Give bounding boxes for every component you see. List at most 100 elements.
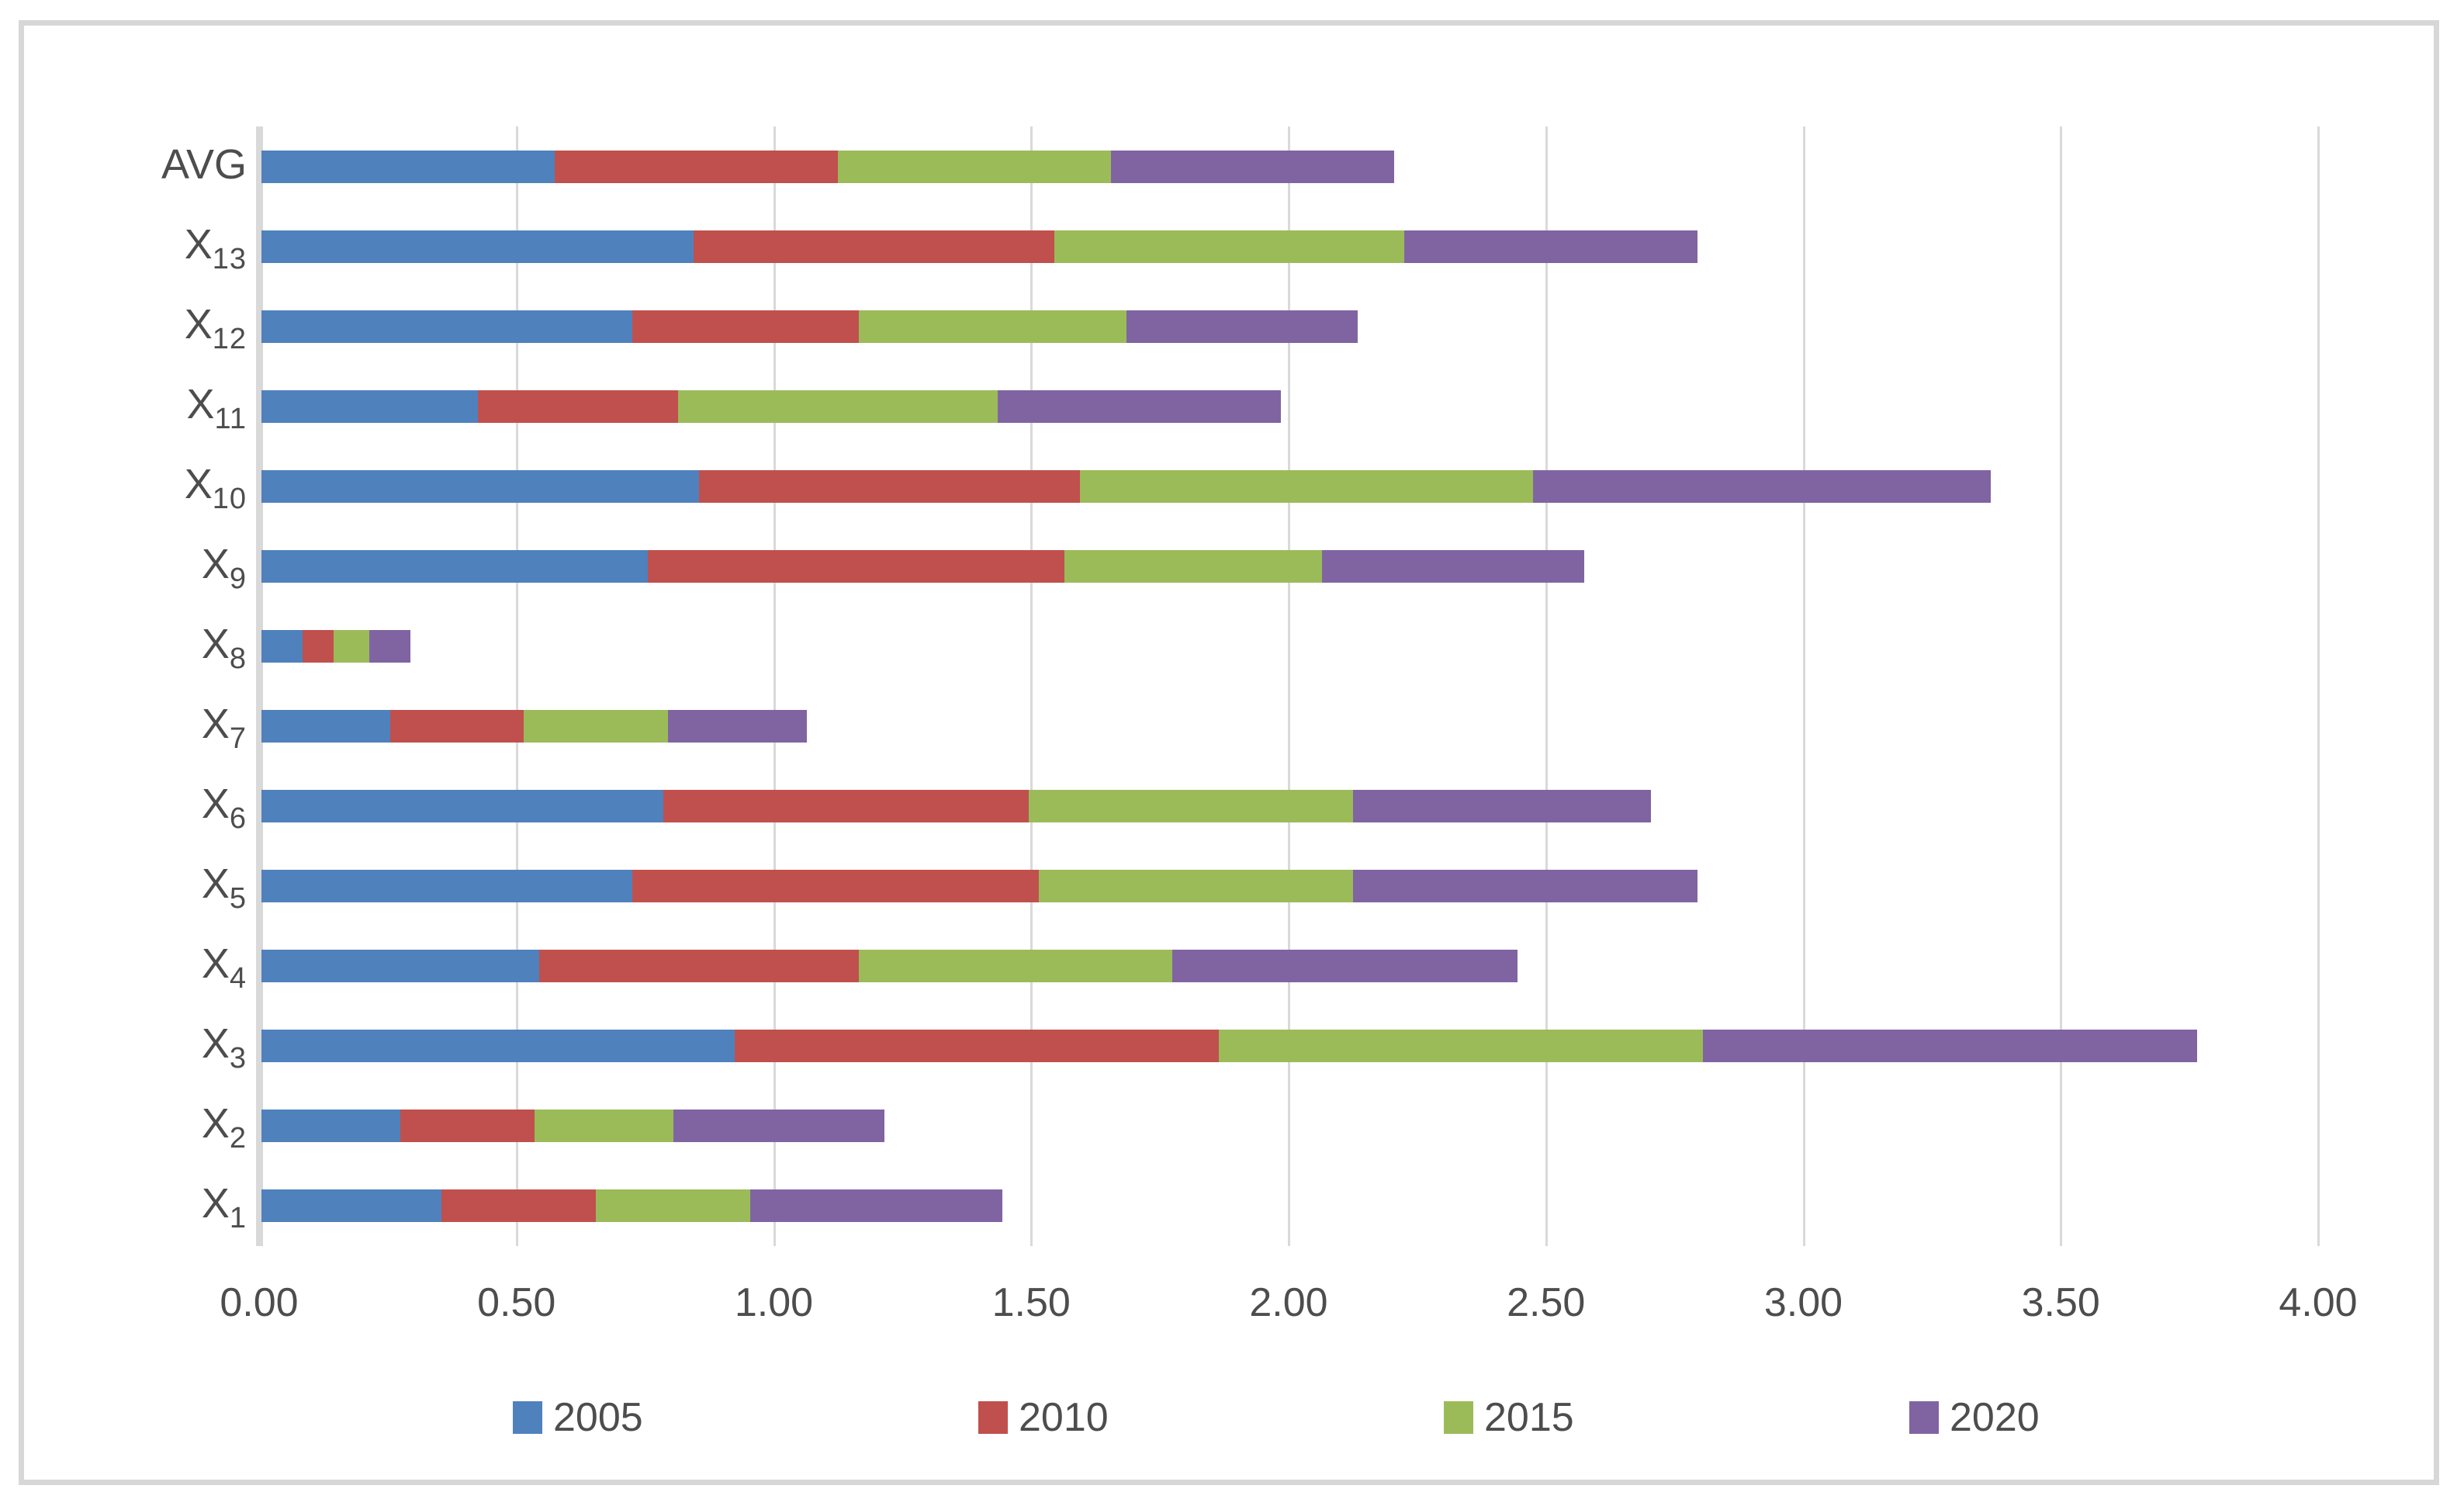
category-label-x8: X8 bbox=[0, 620, 247, 673]
category-label-x7: X7 bbox=[0, 701, 247, 753]
category-label-base: X bbox=[201, 1100, 230, 1148]
bar-segment-x6-2005 bbox=[261, 790, 663, 823]
category-label-base: X bbox=[201, 701, 230, 748]
bar-segment-x13-2015 bbox=[1054, 230, 1404, 263]
bar-segment-x10-2015 bbox=[1079, 469, 1533, 503]
category-label-base: X bbox=[201, 940, 230, 988]
bar-segment-x6-2015 bbox=[1028, 790, 1353, 823]
legend-label: 2005 bbox=[553, 1395, 643, 1440]
bar-segment-x7-2015 bbox=[524, 710, 669, 743]
bar-segment-x3-2015 bbox=[1219, 1030, 1703, 1063]
category-label-x1: X1 bbox=[0, 1180, 247, 1233]
bar-segment-x5-2010 bbox=[632, 870, 1039, 903]
x-tick-label: 3.50 bbox=[2021, 1280, 2100, 1325]
bar-segment-x1-2015 bbox=[596, 1189, 751, 1223]
bar-segment-x12-2010 bbox=[632, 310, 859, 343]
x-tick-label: 1.50 bbox=[991, 1280, 1071, 1325]
bar-segment-x1-2010 bbox=[441, 1189, 597, 1223]
category-label-subscript: 1 bbox=[229, 1202, 247, 1235]
bar-segment-x12-2020 bbox=[1126, 310, 1358, 343]
category-label-avg: AVG bbox=[0, 144, 247, 185]
x-tick-label: 0.50 bbox=[477, 1280, 556, 1325]
category-label-x6: X6 bbox=[0, 781, 247, 833]
category-label-subscript: 5 bbox=[229, 882, 247, 916]
bar-segment-avg-2020 bbox=[1110, 150, 1394, 183]
category-label-x10: X10 bbox=[0, 460, 247, 514]
legend-swatch-icon bbox=[513, 1401, 542, 1434]
bar-segment-x2-2015 bbox=[534, 1110, 673, 1143]
bar-segment-x10-2005 bbox=[261, 469, 699, 503]
x-tick-label: 3.00 bbox=[1763, 1280, 1843, 1325]
legend-item-2005: 2005 bbox=[513, 1397, 668, 1438]
bar-segment-x11-2020 bbox=[997, 389, 1281, 423]
bar-segment-x12-2015 bbox=[858, 310, 1126, 343]
category-label-x13: X13 bbox=[0, 223, 247, 274]
category-label-x2: X2 bbox=[0, 1100, 247, 1153]
category-label-subscript: 8 bbox=[229, 642, 247, 675]
category-label-x11: X11 bbox=[0, 380, 247, 434]
bar-segment-x5-2020 bbox=[1352, 870, 1698, 903]
bar-segment-x11-2015 bbox=[678, 389, 998, 423]
bar-segment-x3-2010 bbox=[735, 1030, 1220, 1063]
bar-segment-avg-2010 bbox=[555, 150, 839, 183]
category-label-x3: X3 bbox=[0, 1020, 247, 1073]
bar-segment-x10-2020 bbox=[1532, 469, 1992, 503]
category-label-base: X bbox=[201, 620, 230, 667]
bar-segment-x6-2010 bbox=[663, 790, 1029, 823]
legend-item-2010: 2010 bbox=[978, 1397, 1133, 1438]
category-label-x5: X5 bbox=[0, 860, 247, 913]
category-label-base: X bbox=[201, 540, 230, 587]
bar-segment-x1-2020 bbox=[750, 1189, 1003, 1223]
category-label-subscript: 4 bbox=[229, 962, 247, 995]
gridline bbox=[1030, 126, 1033, 1246]
y-axis-line bbox=[256, 126, 263, 1246]
bar-segment-x4-2020 bbox=[1172, 950, 1518, 983]
bar-segment-x9-2015 bbox=[1064, 549, 1322, 583]
bar-segment-x2-2005 bbox=[261, 1110, 401, 1143]
legend-swatch-icon bbox=[1444, 1401, 1473, 1434]
legend-label: 2020 bbox=[1950, 1395, 2040, 1440]
legend-swatch-icon bbox=[1909, 1401, 1939, 1434]
category-label-base: X bbox=[201, 1180, 230, 1227]
category-label-subscript: 12 bbox=[212, 322, 247, 355]
bar-segment-x12-2005 bbox=[261, 310, 632, 343]
bar-segment-avg-2005 bbox=[261, 150, 555, 183]
category-label-base: X bbox=[186, 380, 215, 428]
x-tick-label: 1.00 bbox=[734, 1280, 814, 1325]
category-label-base: X bbox=[201, 1020, 230, 1068]
bar-segment-x7-2020 bbox=[668, 710, 808, 743]
legend-label: 2010 bbox=[1019, 1395, 1109, 1440]
category-label-base: X bbox=[184, 300, 213, 348]
category-label-subscript: 2 bbox=[229, 1122, 247, 1155]
gridline bbox=[1802, 126, 1805, 1246]
bar-segment-x13-2020 bbox=[1403, 230, 1698, 263]
category-label-x9: X9 bbox=[0, 540, 247, 594]
category-label-base: X bbox=[201, 860, 230, 908]
legend-item-2020: 2020 bbox=[1909, 1397, 2064, 1438]
bar-segment-x8-2010 bbox=[303, 629, 334, 663]
bar-segment-x9-2005 bbox=[261, 549, 648, 583]
legend-swatch-icon bbox=[978, 1401, 1008, 1434]
bar-segment-x5-2005 bbox=[261, 870, 632, 903]
bar-segment-x5-2015 bbox=[1038, 870, 1353, 903]
x-tick-label: 2.00 bbox=[1249, 1280, 1328, 1325]
category-label-x12: X12 bbox=[0, 300, 247, 354]
bar-segment-x13-2005 bbox=[261, 230, 694, 263]
bar-segment-x2-2020 bbox=[673, 1110, 884, 1143]
category-label-subscript: 9 bbox=[229, 562, 247, 595]
category-label-subscript: 11 bbox=[214, 402, 247, 435]
category-label-base: AVG bbox=[161, 140, 247, 188]
bar-segment-x9-2020 bbox=[1321, 549, 1585, 583]
category-label-subscript: 7 bbox=[229, 722, 247, 756]
chart-frame bbox=[19, 20, 2439, 1485]
category-label-base: X bbox=[184, 460, 213, 507]
category-label-base: X bbox=[201, 781, 230, 828]
gridline bbox=[515, 126, 518, 1246]
category-label-subscript: 6 bbox=[229, 802, 247, 836]
bar-segment-x7-2010 bbox=[389, 710, 524, 743]
bar-segment-x3-2020 bbox=[1702, 1030, 2197, 1063]
bar-segment-x4-2015 bbox=[858, 950, 1173, 983]
gridline bbox=[2317, 126, 2320, 1246]
gridline bbox=[2060, 126, 2063, 1246]
bar-segment-x11-2005 bbox=[261, 389, 478, 423]
